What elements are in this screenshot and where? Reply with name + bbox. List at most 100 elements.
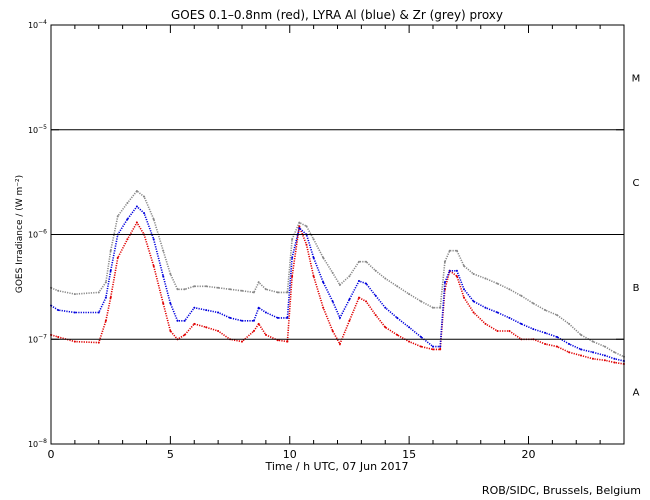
series-red-point xyxy=(57,336,60,338)
series-grey-point xyxy=(57,289,60,292)
x-tick-label: 0 xyxy=(48,448,55,461)
series-grey-point xyxy=(331,271,334,274)
series-blue-point xyxy=(544,331,547,334)
series-blue-point xyxy=(408,326,411,329)
series-blue-point xyxy=(205,309,208,312)
series-red-point xyxy=(338,343,341,345)
series-red-point xyxy=(331,330,334,332)
series-grey-line xyxy=(50,189,625,358)
series-blue-point xyxy=(291,256,294,259)
series-grey-point xyxy=(322,256,325,259)
series-blue-point xyxy=(126,218,129,221)
series-red-point xyxy=(116,256,119,259)
series-red-point xyxy=(544,343,547,345)
series-blue-point xyxy=(104,296,107,299)
series-grey-point xyxy=(116,215,119,218)
series-blue-point xyxy=(276,316,279,319)
series-red-point xyxy=(365,300,368,303)
flare-class-label: M xyxy=(632,73,641,84)
series-red-point xyxy=(104,319,107,322)
series-grey-point xyxy=(496,282,499,285)
series-red-point xyxy=(455,275,458,278)
series-red-point xyxy=(241,340,243,343)
series-blue-point xyxy=(257,306,260,309)
series-red-point xyxy=(580,354,582,357)
series-blue xyxy=(50,205,625,362)
series-grey-point xyxy=(603,345,606,348)
y-axis-ticks: 10−4 10−5 10−6 10−7 10−8 xyxy=(28,19,624,449)
y-tick-label: 10−5 xyxy=(28,124,47,135)
series-grey-point xyxy=(109,249,112,252)
series-grey-point xyxy=(443,260,446,263)
series-blue-point xyxy=(286,316,289,319)
series-red-point xyxy=(286,340,289,343)
series-blue-point xyxy=(73,311,76,314)
series-grey-point xyxy=(338,283,341,286)
series-grey-point xyxy=(448,249,451,252)
series-blue-point xyxy=(384,306,387,309)
series-grey-point xyxy=(544,309,547,312)
series-blue-point xyxy=(252,319,255,322)
credit-text: ROB/SIDC, Brussels, Belgium xyxy=(482,484,641,497)
series-grey-point xyxy=(508,288,511,291)
series-red-point xyxy=(193,322,196,325)
series-grey-point xyxy=(384,277,387,280)
series-red-point xyxy=(73,340,76,343)
series-red-point xyxy=(439,348,442,351)
series-blue-point xyxy=(358,280,360,282)
series-red-line xyxy=(50,221,625,365)
series-blue-point xyxy=(152,238,155,241)
series-red-point xyxy=(152,265,155,267)
flare-class-label: A xyxy=(633,388,640,399)
series-blue-point xyxy=(432,345,434,348)
series-red-point xyxy=(252,330,255,332)
x-tick-label: 20 xyxy=(522,448,536,461)
series-red-point xyxy=(613,361,616,364)
series-grey-point xyxy=(592,340,594,343)
series-grey-point xyxy=(408,293,411,296)
series-grey-point xyxy=(217,286,220,289)
series-grey-point xyxy=(358,260,360,263)
series-red xyxy=(50,221,625,365)
series-grey-point xyxy=(463,265,465,267)
series-blue-point xyxy=(143,212,146,215)
series-grey-point xyxy=(484,277,487,280)
flare-class-labels: M C B A xyxy=(632,73,641,398)
series-blue-point xyxy=(592,351,594,354)
series-blue-point xyxy=(169,302,172,305)
series-grey-point xyxy=(374,269,377,272)
series-blue-point xyxy=(338,316,341,319)
series-grey-point xyxy=(152,218,155,221)
series-blue-point xyxy=(298,227,301,230)
series-grey-point xyxy=(143,195,146,198)
x-tick-label: 15 xyxy=(402,448,416,461)
series-grey-point xyxy=(252,291,255,294)
series-red-point xyxy=(322,306,325,309)
series-grey-point xyxy=(176,288,179,291)
series-grey-point xyxy=(396,285,399,288)
series-red-point xyxy=(374,314,377,317)
series-blue-line xyxy=(50,205,625,362)
series-blue-point xyxy=(217,311,220,314)
series-blue-point xyxy=(603,354,606,357)
series-blue-point xyxy=(229,316,232,319)
series-blue-point xyxy=(520,322,523,325)
series-grey-point xyxy=(264,288,267,291)
series-grey-point xyxy=(162,249,165,252)
series-blue-point xyxy=(322,281,325,284)
series-grey-point xyxy=(532,302,535,305)
series-red-point xyxy=(183,333,186,336)
series-blue-point xyxy=(97,311,100,314)
series-grey-point xyxy=(135,190,138,192)
series-blue-point xyxy=(463,288,465,291)
series-grey-point xyxy=(305,225,308,228)
series-blue-point xyxy=(374,294,377,297)
series-red-point xyxy=(408,340,411,343)
series-red-point xyxy=(348,319,351,322)
y-tick-label: 10−4 xyxy=(28,19,47,30)
series-grey-point xyxy=(348,275,351,278)
series-grey-point xyxy=(241,289,243,292)
series-red-point xyxy=(291,275,294,278)
series-red-point xyxy=(420,345,423,348)
